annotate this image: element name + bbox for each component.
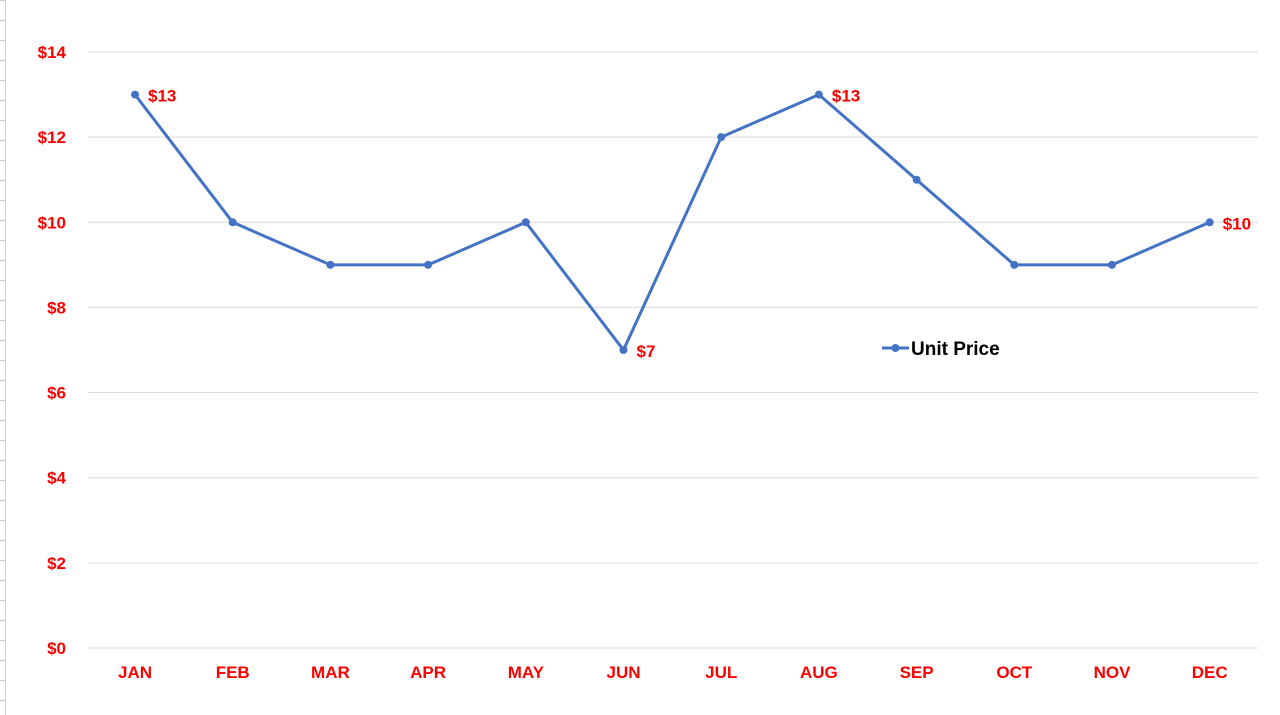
data-point-jul [717,133,726,142]
y-tick-label: $12 [38,128,66,147]
grid-lines [88,51,1258,649]
x-axis-tick-labels: JAN FEB MAR APR MAY JUN JUL AUG SEP OCT NOV DEC [118,663,1228,682]
y-tick-label: $4 [47,469,66,488]
y-tick-label: $2 [47,554,66,573]
x-tick-label-oct: OCT [996,663,1033,682]
x-tick-label-dec: DEC [1192,663,1228,682]
data-points [131,90,1214,354]
data-point-may [521,218,530,227]
series-lines [133,93,1212,352]
data-label-aug: $13 [832,87,860,106]
y-tick-label: $10 [38,213,66,232]
x-tick-label-mar: MAR [311,663,350,682]
data-point-mar [326,260,335,269]
y-tick-label: $8 [47,298,66,317]
data-point-nov [1108,260,1116,269]
y-tick-label: $6 [47,384,66,403]
y-tick-label: $0 [47,639,66,658]
data-label-dec: $10 [1223,214,1251,233]
x-tick-label-jan: JAN [118,663,152,682]
data-label-jan: $13 [148,87,176,106]
data-point-sep [912,175,921,184]
data-point-aug [814,90,823,99]
data-label-jun: $7 [637,342,656,361]
x-tick-label-may: MAY [508,663,545,682]
x-tick-label-feb: FEB [216,663,250,682]
x-tick-label-apr: APR [410,663,446,682]
data-labels: $13 $7 $13 $10 [148,87,1251,361]
y-axis-tick-labels: $0 $2 $4 $6 $8 $10 $12 $14 [38,43,67,658]
data-point-jun [619,346,628,354]
left-edge-ruler [0,0,6,715]
x-tick-label-jun: JUN [606,663,640,682]
data-point-jan [131,90,139,99]
x-tick-label-aug: AUG [800,663,838,682]
x-tick-label-sep: SEP [900,663,934,682]
data-point-oct [1010,260,1019,269]
x-tick-label-jul: JUL [705,663,737,682]
series-line-0 [133,93,1212,352]
x-tick-label-nov: NOV [1094,663,1132,682]
data-point-apr [424,260,433,269]
data-point-dec [1205,218,1214,227]
legend-point-marker [891,344,900,352]
data-point-feb [228,218,237,227]
legend-label: Unit Price [911,339,1000,360]
legend: Unit Price [882,339,1000,360]
y-tick-label: $14 [38,43,67,62]
